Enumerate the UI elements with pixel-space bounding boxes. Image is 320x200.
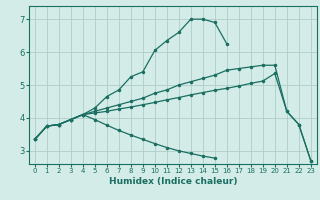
X-axis label: Humidex (Indice chaleur): Humidex (Indice chaleur)	[108, 177, 237, 186]
